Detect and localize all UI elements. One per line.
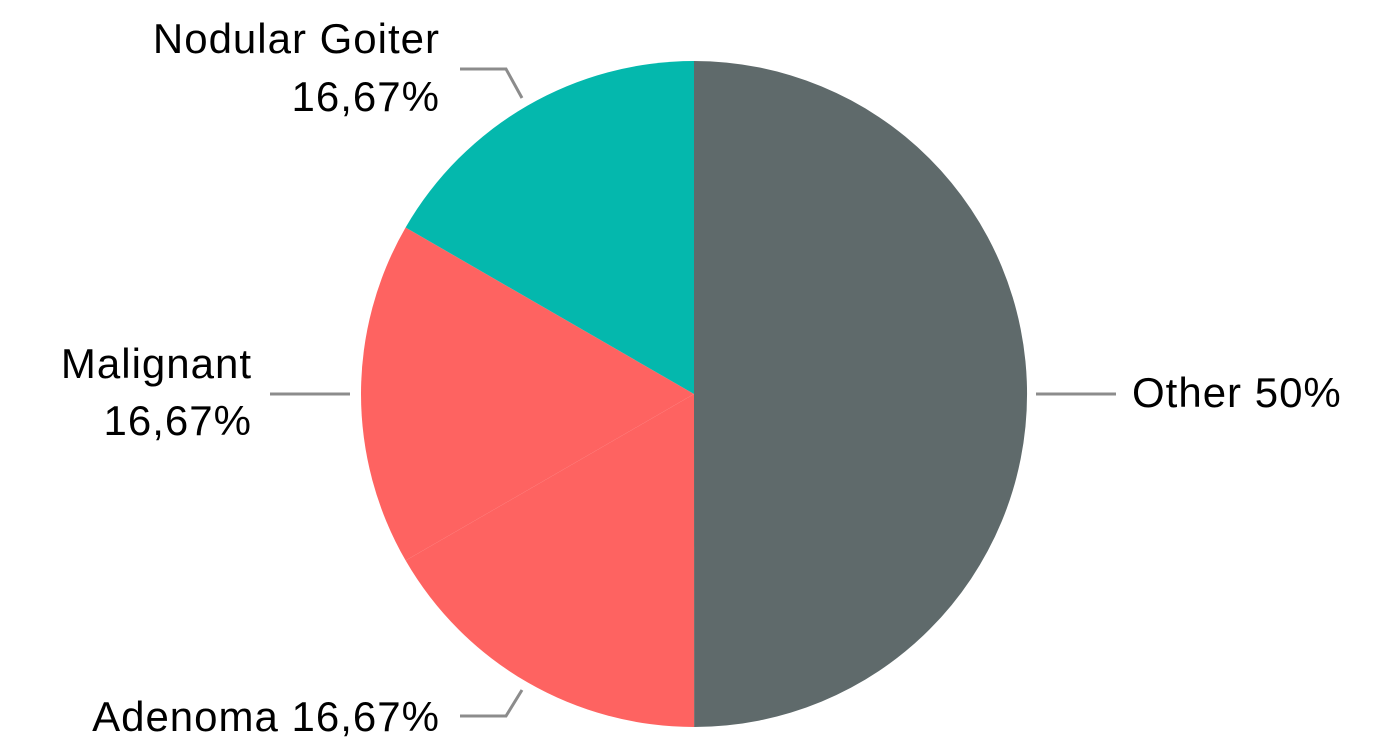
- slice-label-malignant-name: Malignant: [61, 340, 252, 387]
- pie-slice-malignant: [360, 227, 694, 561]
- leader-lines: [270, 67, 1116, 718]
- leader-line-nodular-goiter: [460, 67, 524, 99]
- pie-slice-nodular-goiter: [405, 61, 694, 394]
- slice-label-nodular-goiter-name: Nodular Goiter: [153, 15, 440, 62]
- leader-line-adenoma: [460, 689, 524, 718]
- slice-label-other: Other 50%: [1132, 369, 1342, 416]
- pie-slices: [360, 60, 1028, 728]
- slice-label-malignant-value: 16,67%: [104, 397, 252, 444]
- slice-label-adenoma: Adenoma 16,67%: [92, 693, 440, 740]
- slice-label-nodular-goiter-value: 16,67%: [292, 73, 440, 120]
- pie-slice-other: [694, 60, 1028, 727]
- slice-labels: Other 50% Adenoma 16,67% Malignant 16,67…: [61, 15, 1342, 740]
- pie-slice-adenoma: [405, 394, 695, 728]
